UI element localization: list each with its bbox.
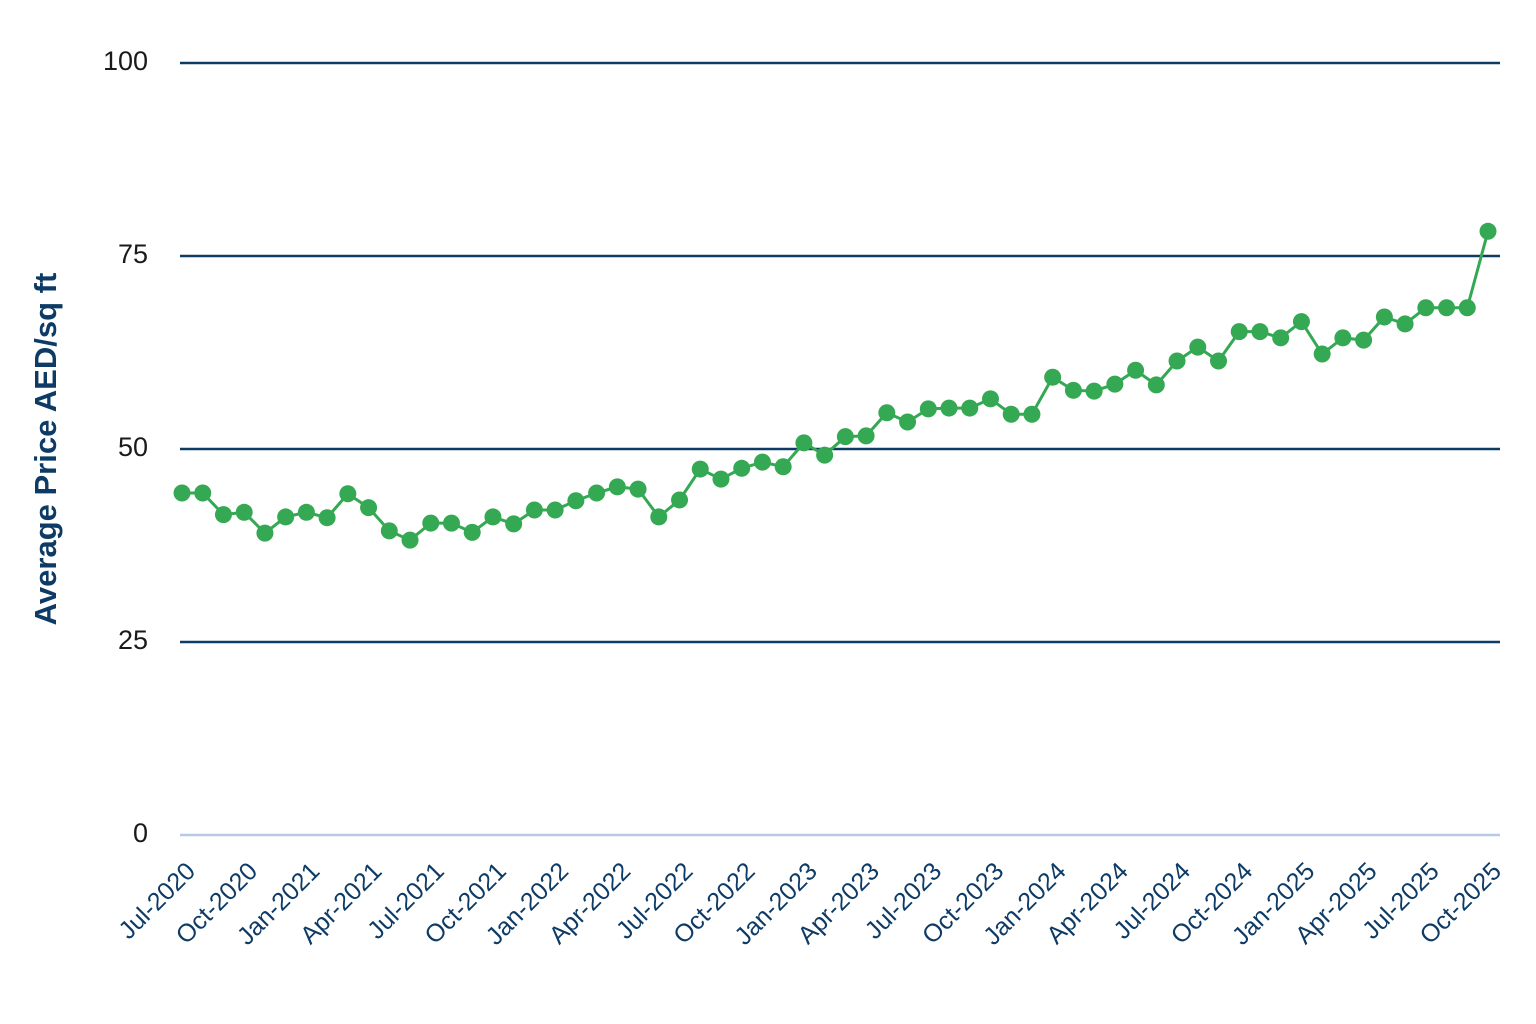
point bbox=[712, 470, 730, 488]
point bbox=[795, 434, 813, 452]
point bbox=[1313, 345, 1331, 363]
point bbox=[899, 413, 917, 431]
point bbox=[1479, 222, 1497, 240]
point bbox=[961, 399, 979, 417]
point bbox=[1002, 405, 1020, 423]
point bbox=[857, 427, 875, 445]
point bbox=[1147, 376, 1165, 394]
point bbox=[463, 523, 481, 541]
point bbox=[1168, 352, 1186, 370]
point bbox=[1189, 338, 1207, 356]
y-tick-label: 75 bbox=[118, 239, 148, 269]
point bbox=[422, 514, 440, 532]
point bbox=[1458, 299, 1476, 317]
point bbox=[173, 484, 191, 502]
point bbox=[318, 509, 336, 527]
point bbox=[442, 514, 460, 532]
point bbox=[1396, 315, 1414, 333]
point bbox=[650, 508, 668, 526]
y-tick-label: 0 bbox=[133, 818, 148, 848]
point bbox=[1210, 352, 1228, 370]
point bbox=[1334, 329, 1352, 347]
point bbox=[297, 503, 315, 521]
point bbox=[919, 400, 937, 418]
point bbox=[214, 506, 232, 524]
point bbox=[484, 508, 502, 526]
y-axis-label: Average Price AED/sq ft bbox=[28, 273, 63, 626]
point bbox=[1292, 313, 1310, 331]
point bbox=[774, 458, 792, 476]
point bbox=[671, 491, 689, 509]
point bbox=[1355, 331, 1373, 349]
point bbox=[691, 460, 709, 478]
point bbox=[733, 459, 751, 477]
point bbox=[816, 446, 834, 464]
point bbox=[277, 508, 295, 526]
point bbox=[588, 484, 606, 502]
point bbox=[339, 485, 357, 503]
point bbox=[629, 480, 647, 498]
point bbox=[940, 399, 958, 417]
point bbox=[608, 478, 626, 496]
point bbox=[1438, 299, 1456, 317]
line bbox=[182, 230, 1490, 542]
point bbox=[1272, 329, 1290, 347]
y-tick-label: 100 bbox=[103, 46, 148, 76]
point bbox=[1417, 299, 1435, 317]
point bbox=[1023, 405, 1041, 423]
point bbox=[1106, 375, 1124, 393]
point bbox=[753, 453, 771, 471]
point bbox=[505, 515, 523, 533]
point bbox=[1230, 323, 1248, 341]
point bbox=[525, 501, 543, 519]
point bbox=[836, 428, 854, 446]
point bbox=[1085, 382, 1103, 400]
point bbox=[360, 499, 378, 517]
point bbox=[235, 503, 253, 521]
point bbox=[567, 492, 585, 510]
point bbox=[1064, 381, 1082, 399]
y-tick-label: 50 bbox=[118, 432, 148, 462]
point bbox=[546, 501, 564, 519]
point bbox=[878, 404, 896, 422]
point bbox=[981, 390, 999, 408]
point bbox=[194, 484, 212, 502]
point bbox=[256, 524, 274, 542]
point bbox=[1375, 308, 1393, 326]
y-tick-label: 25 bbox=[118, 625, 148, 655]
point bbox=[1127, 361, 1145, 379]
point bbox=[1044, 368, 1062, 386]
point bbox=[401, 531, 419, 549]
point bbox=[1251, 323, 1269, 341]
point bbox=[380, 522, 398, 540]
